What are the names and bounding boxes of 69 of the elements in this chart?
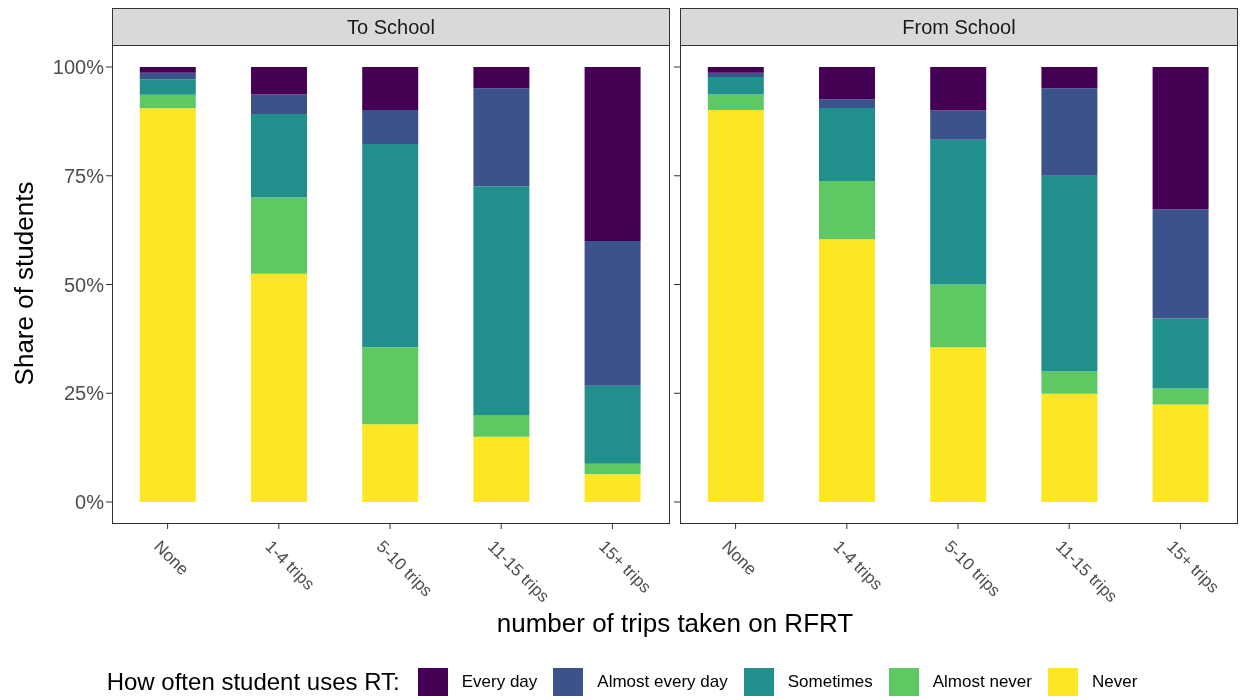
bar bbox=[139, 67, 196, 73]
bar bbox=[584, 474, 641, 502]
bar bbox=[707, 67, 764, 73]
y-tick-label: 75% bbox=[63, 164, 105, 187]
bar bbox=[819, 239, 875, 502]
legend-label: Never bbox=[1091, 672, 1138, 692]
bar bbox=[251, 94, 307, 114]
bar bbox=[1041, 393, 1098, 502]
bar bbox=[707, 94, 764, 111]
bar bbox=[707, 77, 764, 95]
bar bbox=[362, 347, 419, 425]
y-axis-title: Share of students bbox=[9, 181, 41, 386]
x-axis-title: number of trips taken on RFRT bbox=[495, 608, 855, 639]
y-tick-label: 50% bbox=[63, 273, 105, 296]
bar bbox=[1041, 175, 1098, 372]
bar bbox=[1152, 67, 1209, 210]
legend-label: Sometimes bbox=[787, 672, 873, 692]
bar bbox=[1152, 404, 1209, 502]
bar bbox=[930, 284, 987, 348]
legend-title: How often student uses RT: bbox=[106, 668, 400, 696]
x-tick-label: 1-4 trips bbox=[829, 536, 887, 594]
legend-label: Almost never bbox=[932, 672, 1032, 692]
bar bbox=[819, 67, 875, 100]
bar bbox=[584, 67, 641, 241]
x-tick-label: 15+ trips bbox=[1163, 536, 1223, 597]
bar bbox=[473, 88, 530, 187]
legend-label: Every day bbox=[461, 672, 538, 692]
bar bbox=[251, 113, 307, 198]
bar bbox=[1152, 318, 1209, 389]
bar bbox=[707, 72, 764, 78]
bar bbox=[1041, 67, 1098, 89]
bar bbox=[930, 347, 987, 502]
bar bbox=[707, 110, 764, 502]
bar bbox=[584, 463, 641, 475]
bar bbox=[819, 99, 875, 108]
y-tick-label: 100% bbox=[52, 56, 105, 79]
bar bbox=[251, 273, 307, 502]
legend-label: Almost every day bbox=[597, 672, 728, 692]
bar bbox=[1152, 388, 1209, 405]
bar bbox=[251, 67, 307, 95]
bar bbox=[930, 139, 987, 285]
bar bbox=[362, 110, 419, 144]
chart-title: From School bbox=[680, 8, 1238, 46]
bar bbox=[251, 197, 307, 274]
bar bbox=[139, 72, 196, 80]
bar bbox=[819, 180, 875, 240]
bar bbox=[362, 67, 419, 111]
y-tick-label: 0% bbox=[75, 491, 105, 514]
bar bbox=[930, 110, 987, 140]
bar bbox=[473, 436, 530, 502]
chart-title: To School bbox=[112, 8, 670, 46]
bar bbox=[819, 107, 875, 181]
bar bbox=[584, 241, 641, 386]
bar bbox=[1152, 209, 1209, 319]
bar bbox=[139, 108, 196, 502]
bar bbox=[139, 79, 196, 95]
bar bbox=[362, 144, 419, 348]
bar bbox=[139, 94, 196, 109]
x-tick-label: 15+ trips bbox=[595, 536, 655, 597]
bar bbox=[362, 424, 419, 502]
bar bbox=[473, 67, 530, 89]
bar bbox=[473, 186, 530, 415]
x-tick-label: 1-4 trips bbox=[261, 536, 319, 594]
bar bbox=[1041, 371, 1098, 394]
bar bbox=[930, 67, 987, 111]
y-tick-label: 25% bbox=[63, 382, 105, 405]
bar bbox=[1041, 88, 1098, 176]
bar bbox=[473, 415, 530, 437]
bar bbox=[584, 385, 641, 464]
